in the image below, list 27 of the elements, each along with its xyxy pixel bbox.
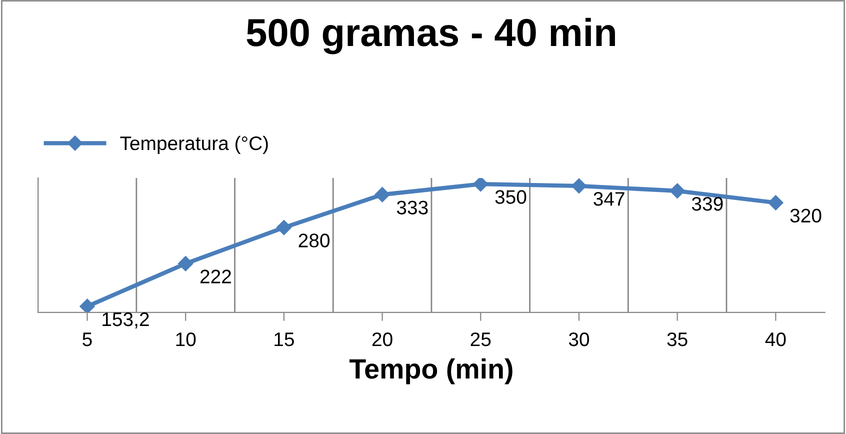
- point: [670, 183, 685, 198]
- data-label: 153,2: [102, 312, 149, 328]
- x-tick-label: 5: [82, 332, 92, 346]
- point: [80, 298, 95, 312]
- point: [768, 195, 784, 210]
- x-tick-label: 20: [372, 332, 392, 346]
- point: [374, 187, 390, 202]
- x-axis-title: Tempo (min): [349, 358, 512, 384]
- data-label: 350: [495, 190, 526, 204]
- point: [473, 178, 488, 192]
- x-tick-label: 10: [176, 332, 196, 346]
- x-tick-label: 25: [470, 332, 491, 346]
- x-tick-label: 40: [765, 332, 786, 346]
- data-label: 339: [692, 196, 723, 211]
- legend-label: Temperatura (°C): [120, 136, 268, 154]
- data-label: 222: [200, 270, 231, 284]
- point: [571, 178, 587, 194]
- x-tick-label: 35: [667, 332, 688, 346]
- data-label: 280: [298, 234, 330, 248]
- chart-title: 500 gramas - 40 min: [246, 18, 615, 54]
- x-tick-label: 30: [568, 332, 590, 346]
- data-label: 333: [396, 200, 428, 214]
- data-label: 347: [594, 192, 624, 206]
- data-label: 320: [790, 208, 822, 223]
- x-tick-label: 15: [274, 332, 294, 346]
- point: [276, 220, 292, 236]
- point: [178, 256, 194, 272]
